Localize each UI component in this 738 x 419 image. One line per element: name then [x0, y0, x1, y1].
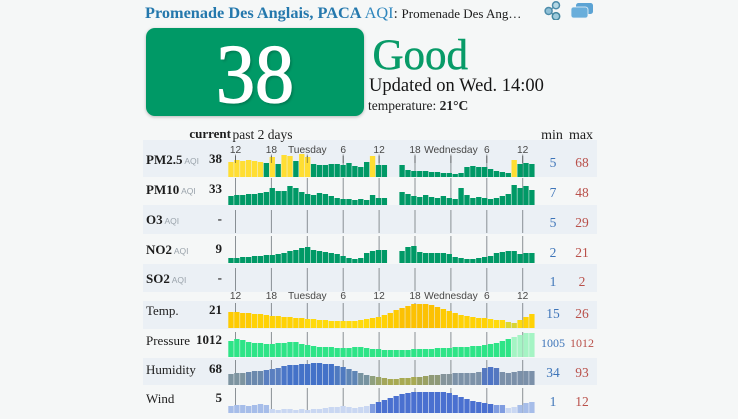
- svg-text:18: 18: [409, 145, 421, 156]
- svg-text:12: 12: [373, 291, 385, 302]
- svg-text:12: 12: [230, 291, 242, 302]
- svg-text:6: 6: [340, 145, 346, 156]
- svg-text:18: 18: [266, 145, 278, 156]
- svg-text:18: 18: [409, 291, 421, 302]
- svg-text:12: 12: [517, 291, 529, 302]
- svg-text:12: 12: [517, 145, 529, 156]
- svg-text:Wednesday: Wednesday: [424, 291, 479, 302]
- svg-text:6: 6: [484, 291, 490, 302]
- svg-text:6: 6: [340, 291, 346, 302]
- svg-text:Wednesday: Wednesday: [424, 145, 479, 156]
- svg-text:12: 12: [373, 145, 385, 156]
- svg-text:Tuesday: Tuesday: [288, 291, 328, 302]
- svg-text:Tuesday: Tuesday: [288, 145, 328, 156]
- svg-text:12: 12: [230, 145, 242, 156]
- svg-text:18: 18: [266, 291, 278, 302]
- svg-text:6: 6: [484, 145, 490, 156]
